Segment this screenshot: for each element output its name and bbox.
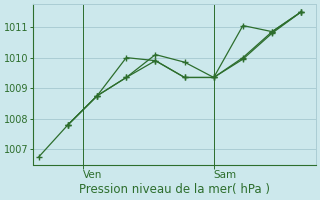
X-axis label: Pression niveau de la mer( hPa ): Pression niveau de la mer( hPa )	[79, 183, 270, 196]
